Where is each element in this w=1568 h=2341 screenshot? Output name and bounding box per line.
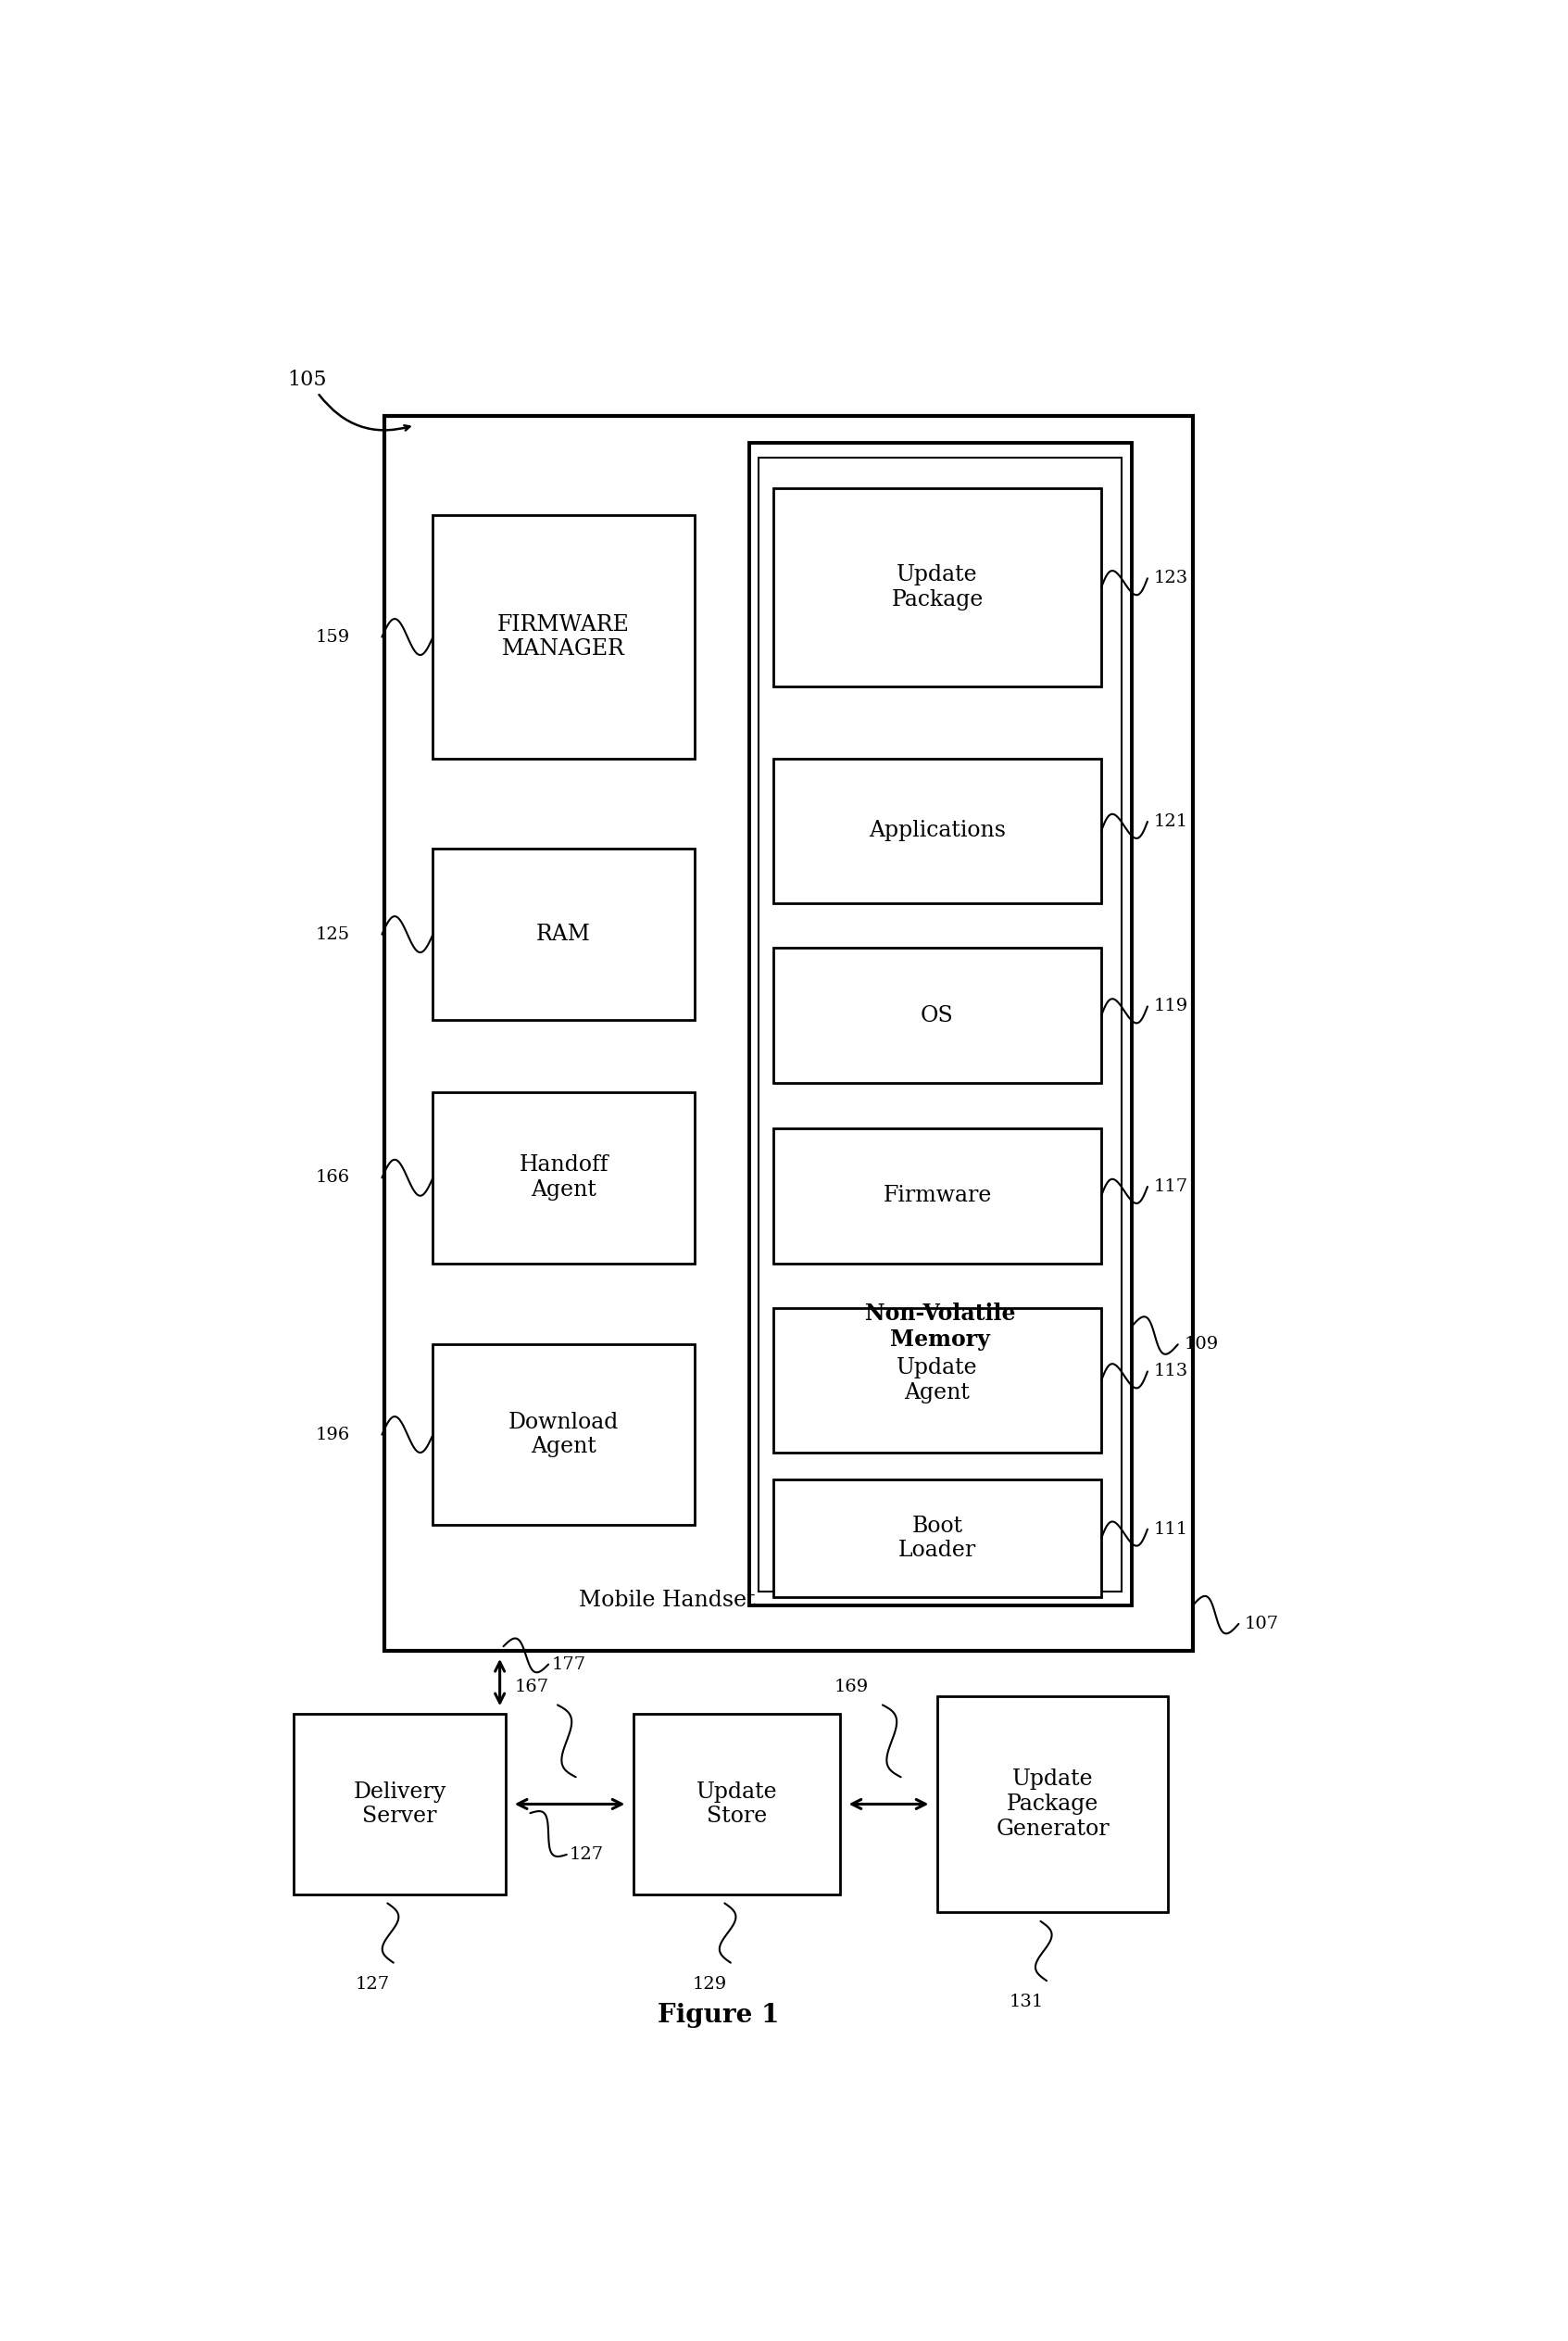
- Text: 107: 107: [1245, 1615, 1279, 1632]
- FancyBboxPatch shape: [773, 489, 1101, 686]
- Text: 169: 169: [834, 1678, 869, 1695]
- Text: Handoff
Agent: Handoff Agent: [519, 1154, 608, 1201]
- Text: 196: 196: [315, 1426, 350, 1442]
- Text: Update
Package
Generator: Update Package Generator: [996, 1770, 1110, 1840]
- Text: Non-Volatile
Memory: Non-Volatile Memory: [866, 1302, 1016, 1351]
- FancyBboxPatch shape: [773, 1128, 1101, 1264]
- Text: 119: 119: [1154, 997, 1189, 1014]
- Text: 127: 127: [356, 1976, 390, 1992]
- Text: 129: 129: [693, 1976, 728, 1992]
- Text: 177: 177: [552, 1655, 586, 1674]
- Text: 127: 127: [569, 1847, 604, 1863]
- Text: Update
Store: Update Store: [696, 1782, 778, 1826]
- Text: 117: 117: [1154, 1178, 1189, 1194]
- Text: Update
Package: Update Package: [891, 564, 983, 611]
- Text: OS: OS: [920, 1004, 953, 1025]
- Text: Update
Agent: Update Agent: [897, 1358, 978, 1405]
- Text: Firmware: Firmware: [883, 1185, 991, 1206]
- FancyBboxPatch shape: [433, 850, 695, 1021]
- FancyBboxPatch shape: [633, 1714, 840, 1894]
- Text: 159: 159: [315, 630, 350, 646]
- Text: Delivery
Server: Delivery Server: [353, 1782, 445, 1826]
- Text: RAM: RAM: [536, 925, 591, 946]
- Text: 113: 113: [1154, 1362, 1189, 1379]
- FancyBboxPatch shape: [433, 1091, 695, 1264]
- FancyBboxPatch shape: [293, 1714, 506, 1894]
- Text: 125: 125: [315, 927, 350, 943]
- Text: FIRMWARE
MANAGER: FIRMWARE MANAGER: [497, 613, 630, 660]
- Text: Mobile Handset: Mobile Handset: [579, 1590, 756, 1611]
- Text: 123: 123: [1154, 569, 1189, 588]
- Text: 131: 131: [1008, 1995, 1043, 2011]
- Text: Boot
Loader: Boot Loader: [898, 1515, 977, 1561]
- Text: 111: 111: [1154, 1522, 1189, 1538]
- FancyBboxPatch shape: [773, 948, 1101, 1084]
- Text: 167: 167: [514, 1678, 549, 1695]
- FancyBboxPatch shape: [759, 456, 1123, 1592]
- Text: Figure 1: Figure 1: [657, 2002, 779, 2027]
- FancyBboxPatch shape: [433, 515, 695, 758]
- Text: 105: 105: [287, 370, 326, 391]
- Text: 166: 166: [315, 1170, 350, 1187]
- Text: Download
Agent: Download Agent: [508, 1412, 619, 1458]
- FancyBboxPatch shape: [433, 1344, 695, 1524]
- FancyBboxPatch shape: [773, 1480, 1101, 1597]
- Text: Applications: Applications: [869, 819, 1005, 840]
- Text: 109: 109: [1184, 1337, 1218, 1353]
- Text: 121: 121: [1154, 812, 1189, 831]
- FancyBboxPatch shape: [938, 1695, 1168, 1913]
- FancyBboxPatch shape: [773, 1309, 1101, 1451]
- FancyBboxPatch shape: [384, 417, 1193, 1650]
- FancyBboxPatch shape: [750, 442, 1132, 1606]
- FancyBboxPatch shape: [773, 758, 1101, 904]
